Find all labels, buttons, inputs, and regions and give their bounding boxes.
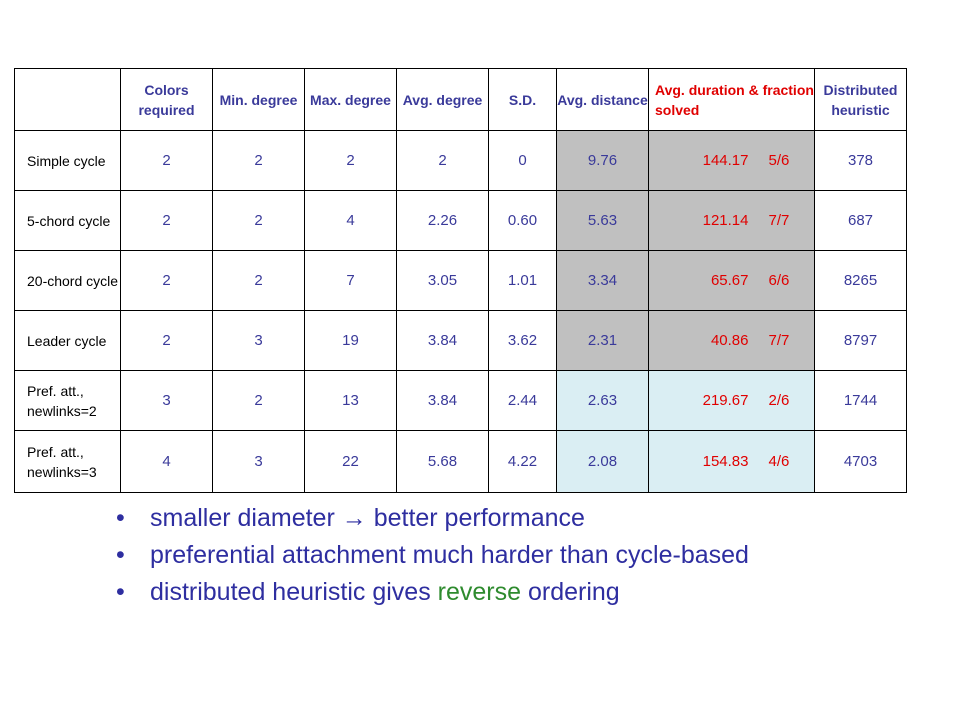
- cell-sd: 4.22: [488, 430, 557, 493]
- cell-fraction: 4/6: [758, 430, 815, 493]
- bullet-text: preferential attachment much harder than…: [150, 541, 749, 569]
- cell-min-degree: 3: [212, 310, 305, 371]
- cell-colors: 2: [120, 250, 213, 311]
- cell-max-degree: 7: [304, 250, 397, 311]
- table-row: Pref. att., newlinks=2 3 2 13 3.84 2.44 2.63 21…: [14, 370, 907, 431]
- cell-duration: 65.67: [648, 250, 759, 311]
- cell-avg-distance: 9.76: [556, 130, 649, 191]
- row-label: Pref. att., newlinks=2: [14, 370, 121, 431]
- arrow-icon: →: [341, 504, 367, 532]
- cell-heuristic: 1744: [814, 370, 907, 431]
- row-label: 20-chord cycle: [14, 250, 121, 311]
- header-max-degree: Max. degree: [304, 68, 397, 131]
- bullet-item: • distributed heuristic gives reverse ord…: [116, 574, 749, 611]
- cell-fraction: 5/6: [758, 130, 815, 191]
- cell-avg-distance: 2.08: [556, 430, 649, 493]
- cell-avg-degree: 5.68: [396, 430, 489, 493]
- header-colors: Colors required: [120, 68, 213, 131]
- cell-avg-degree: 3.05: [396, 250, 489, 311]
- row-label: 5-chord cycle: [14, 190, 121, 251]
- cell-heuristic: 4703: [814, 430, 907, 493]
- cell-sd: 0.60: [488, 190, 557, 251]
- cell-avg-degree: 2: [396, 130, 489, 191]
- results-table: Colors required Min. degree Max. degree …: [14, 68, 907, 493]
- cell-max-degree: 13: [304, 370, 397, 431]
- bullet-text: better performance: [373, 504, 585, 532]
- cell-duration: 121.14: [648, 190, 759, 251]
- row-label: Simple cycle: [14, 130, 121, 191]
- cell-fraction: 7/7: [758, 190, 815, 251]
- cell-min-degree: 2: [212, 250, 305, 311]
- bullet-marker: •: [116, 504, 125, 532]
- cell-avg-degree: 3.84: [396, 370, 489, 431]
- cell-heuristic: 8797: [814, 310, 907, 371]
- cell-colors: 2: [120, 310, 213, 371]
- cell-avg-distance: 2.63: [556, 370, 649, 431]
- table-row: Simple cycle 2 2 2 2 0 9.76 144.17 5/6 378: [14, 130, 907, 191]
- cell-duration: 40.86: [648, 310, 759, 371]
- cell-min-degree: 3: [212, 430, 305, 493]
- cell-min-degree: 2: [212, 190, 305, 251]
- cell-fraction: 2/6: [758, 370, 815, 431]
- table-row: Pref. att., newlinks=3 4 3 22 5.68 4.22 2.08 15…: [14, 430, 907, 493]
- cell-avg-distance: 5.63: [556, 190, 649, 251]
- cell-sd: 0: [488, 130, 557, 191]
- cell-avg-degree: 3.84: [396, 310, 489, 371]
- header-heuristic: Distributed heuristic: [814, 68, 907, 131]
- bullet-text: distributed heuristic gives: [150, 578, 438, 606]
- cell-heuristic: 687: [814, 190, 907, 251]
- cell-fraction: 6/6: [758, 250, 815, 311]
- cell-fraction: 7/7: [758, 310, 815, 371]
- cell-max-degree: 2: [304, 130, 397, 191]
- cell-max-degree: 19: [304, 310, 397, 371]
- table-row: 5-chord cycle 2 2 4 2.26 0.60 5.63 121.14 7/7 687: [14, 190, 907, 251]
- header-avg-degree: Avg. degree: [396, 68, 489, 131]
- cell-avg-degree: 2.26: [396, 190, 489, 251]
- header-duration: Avg. duration & fraction solved: [648, 68, 815, 131]
- cell-colors: 3: [120, 370, 213, 431]
- cell-max-degree: 4: [304, 190, 397, 251]
- cell-max-degree: 22: [304, 430, 397, 493]
- cell-duration: 219.67: [648, 370, 759, 431]
- bullet-text: ordering: [521, 578, 620, 606]
- bullet-list: • smaller diameter → better performance •…: [116, 500, 749, 611]
- cell-colors: 4: [120, 430, 213, 493]
- header-empty: [14, 68, 121, 131]
- cell-avg-distance: 3.34: [556, 250, 649, 311]
- header-min-degree: Min. degree: [212, 68, 305, 131]
- cell-sd: 3.62: [488, 310, 557, 371]
- bullet-item: • smaller diameter → better performance: [116, 500, 749, 537]
- bullet-text: smaller diameter: [150, 504, 335, 532]
- cell-sd: 2.44: [488, 370, 557, 431]
- cell-heuristic: 8265: [814, 250, 907, 311]
- cell-colors: 2: [120, 130, 213, 191]
- table-row: 20-chord cycle 2 2 7 3.05 1.01 3.34 65.67 6/6 826…: [14, 250, 907, 311]
- cell-avg-distance: 2.31: [556, 310, 649, 371]
- row-label: Pref. att., newlinks=3: [14, 430, 121, 493]
- cell-colors: 2: [120, 190, 213, 251]
- cell-min-degree: 2: [212, 370, 305, 431]
- cell-duration: 154.83: [648, 430, 759, 493]
- header-sd: S.D.: [488, 68, 557, 131]
- cell-min-degree: 2: [212, 130, 305, 191]
- cell-heuristic: 378: [814, 130, 907, 191]
- bullet-highlight: reverse: [437, 578, 522, 606]
- table-row: Leader cycle 2 3 19 3.84 3.62 2.31 40.86 7/7 8797: [14, 310, 907, 371]
- bullet-marker: •: [116, 541, 125, 569]
- cell-sd: 1.01: [488, 250, 557, 311]
- cell-duration: 144.17: [648, 130, 759, 191]
- bullet-marker: •: [116, 578, 125, 606]
- bullet-item: • preferential attachment much harder tha…: [116, 537, 749, 574]
- header-row: Colors required Min. degree Max. degree …: [14, 68, 907, 131]
- header-avg-distance: Avg. distance: [556, 68, 649, 131]
- row-label: Leader cycle: [14, 310, 121, 371]
